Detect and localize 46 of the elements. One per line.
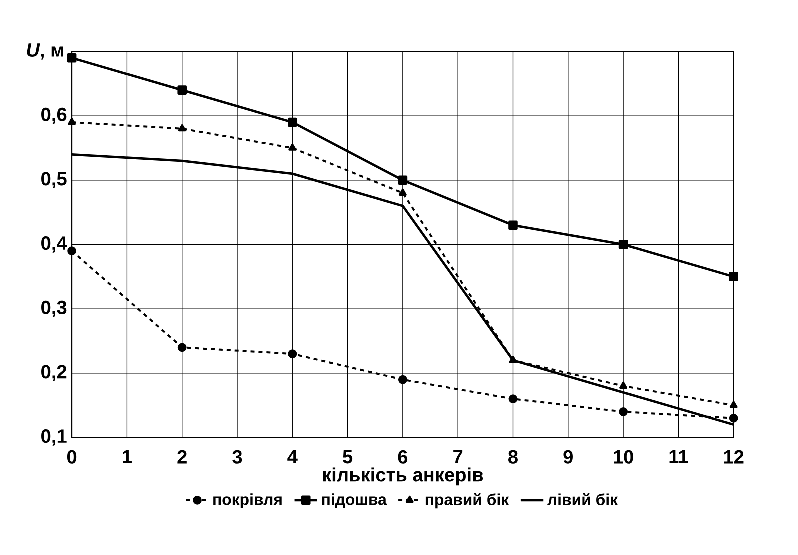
- point: [508, 220, 518, 230]
- y-tick-label: 0,6: [42, 108, 67, 124]
- x-tick-label: 3: [232, 450, 242, 464]
- point: [398, 375, 408, 384]
- x-tick-label: 0: [67, 450, 77, 464]
- point: [288, 350, 298, 358]
- x-tick-label: 5: [343, 450, 353, 464]
- y-axis-title: U, м: [27, 44, 64, 60]
- point: [398, 188, 407, 196]
- x-tick-label: 6: [398, 450, 408, 464]
- x-tick-label: 4: [288, 450, 298, 464]
- x-tick-label: 8: [508, 450, 518, 464]
- y-tick-label: 0,4: [42, 236, 68, 253]
- point: [509, 356, 518, 364]
- x-tick-label: 12: [724, 450, 744, 464]
- legend-label: підошва: [322, 494, 388, 508]
- point: [730, 401, 738, 408]
- point: [288, 118, 298, 128]
- x-tick-label: 7: [454, 450, 463, 464]
- point: [68, 118, 76, 126]
- y-tick-label: 0,3: [42, 300, 67, 318]
- point: [288, 144, 297, 151]
- point: [729, 414, 738, 423]
- x-axis-title: кількість анкерів: [323, 468, 484, 486]
- legend-label: лівий бік: [548, 493, 618, 506]
- point: [178, 343, 187, 352]
- legend-label: покрівля: [214, 494, 282, 508]
- point: [620, 382, 628, 389]
- point: [67, 53, 77, 63]
- point: [619, 407, 628, 416]
- point: [178, 124, 186, 132]
- point: [178, 86, 187, 95]
- point: [398, 176, 408, 185]
- x-tick-label: 1: [123, 450, 132, 464]
- legend-label: правий бік: [426, 493, 510, 509]
- x-tick-label: 2: [178, 450, 187, 464]
- point: [618, 240, 628, 250]
- y-tick-label: 0,5: [42, 172, 67, 188]
- y-tick-label: 0,2: [42, 365, 67, 382]
- point: [508, 394, 518, 404]
- point: [68, 246, 76, 256]
- x-tick-label: 11: [670, 450, 688, 464]
- x-tick-label: 9: [564, 450, 573, 464]
- point: [729, 272, 738, 282]
- y-tick-label: 0,1: [42, 430, 67, 446]
- x-tick-label: 10: [614, 450, 634, 464]
